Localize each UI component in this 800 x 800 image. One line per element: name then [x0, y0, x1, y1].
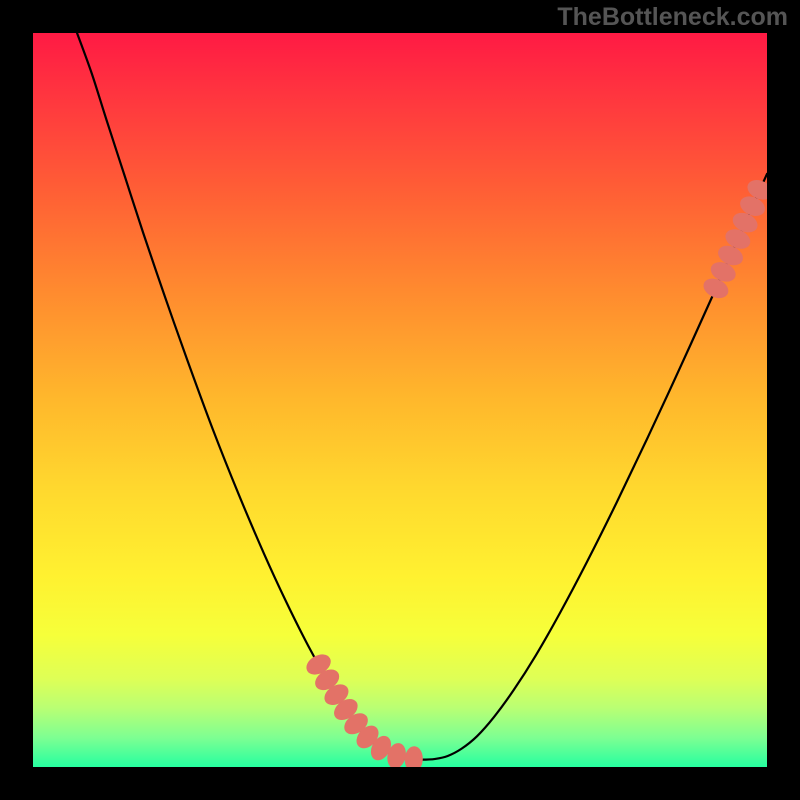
marker-cluster — [700, 176, 767, 302]
marker-bead — [404, 746, 423, 767]
plot-area — [33, 33, 767, 767]
plot-overlay — [33, 33, 767, 767]
watermark-text: TheBottleneck.com — [557, 3, 788, 32]
bottleneck-curve — [77, 33, 767, 760]
chart-frame: TheBottleneck.com — [0, 0, 800, 800]
marker-cluster — [303, 650, 424, 767]
